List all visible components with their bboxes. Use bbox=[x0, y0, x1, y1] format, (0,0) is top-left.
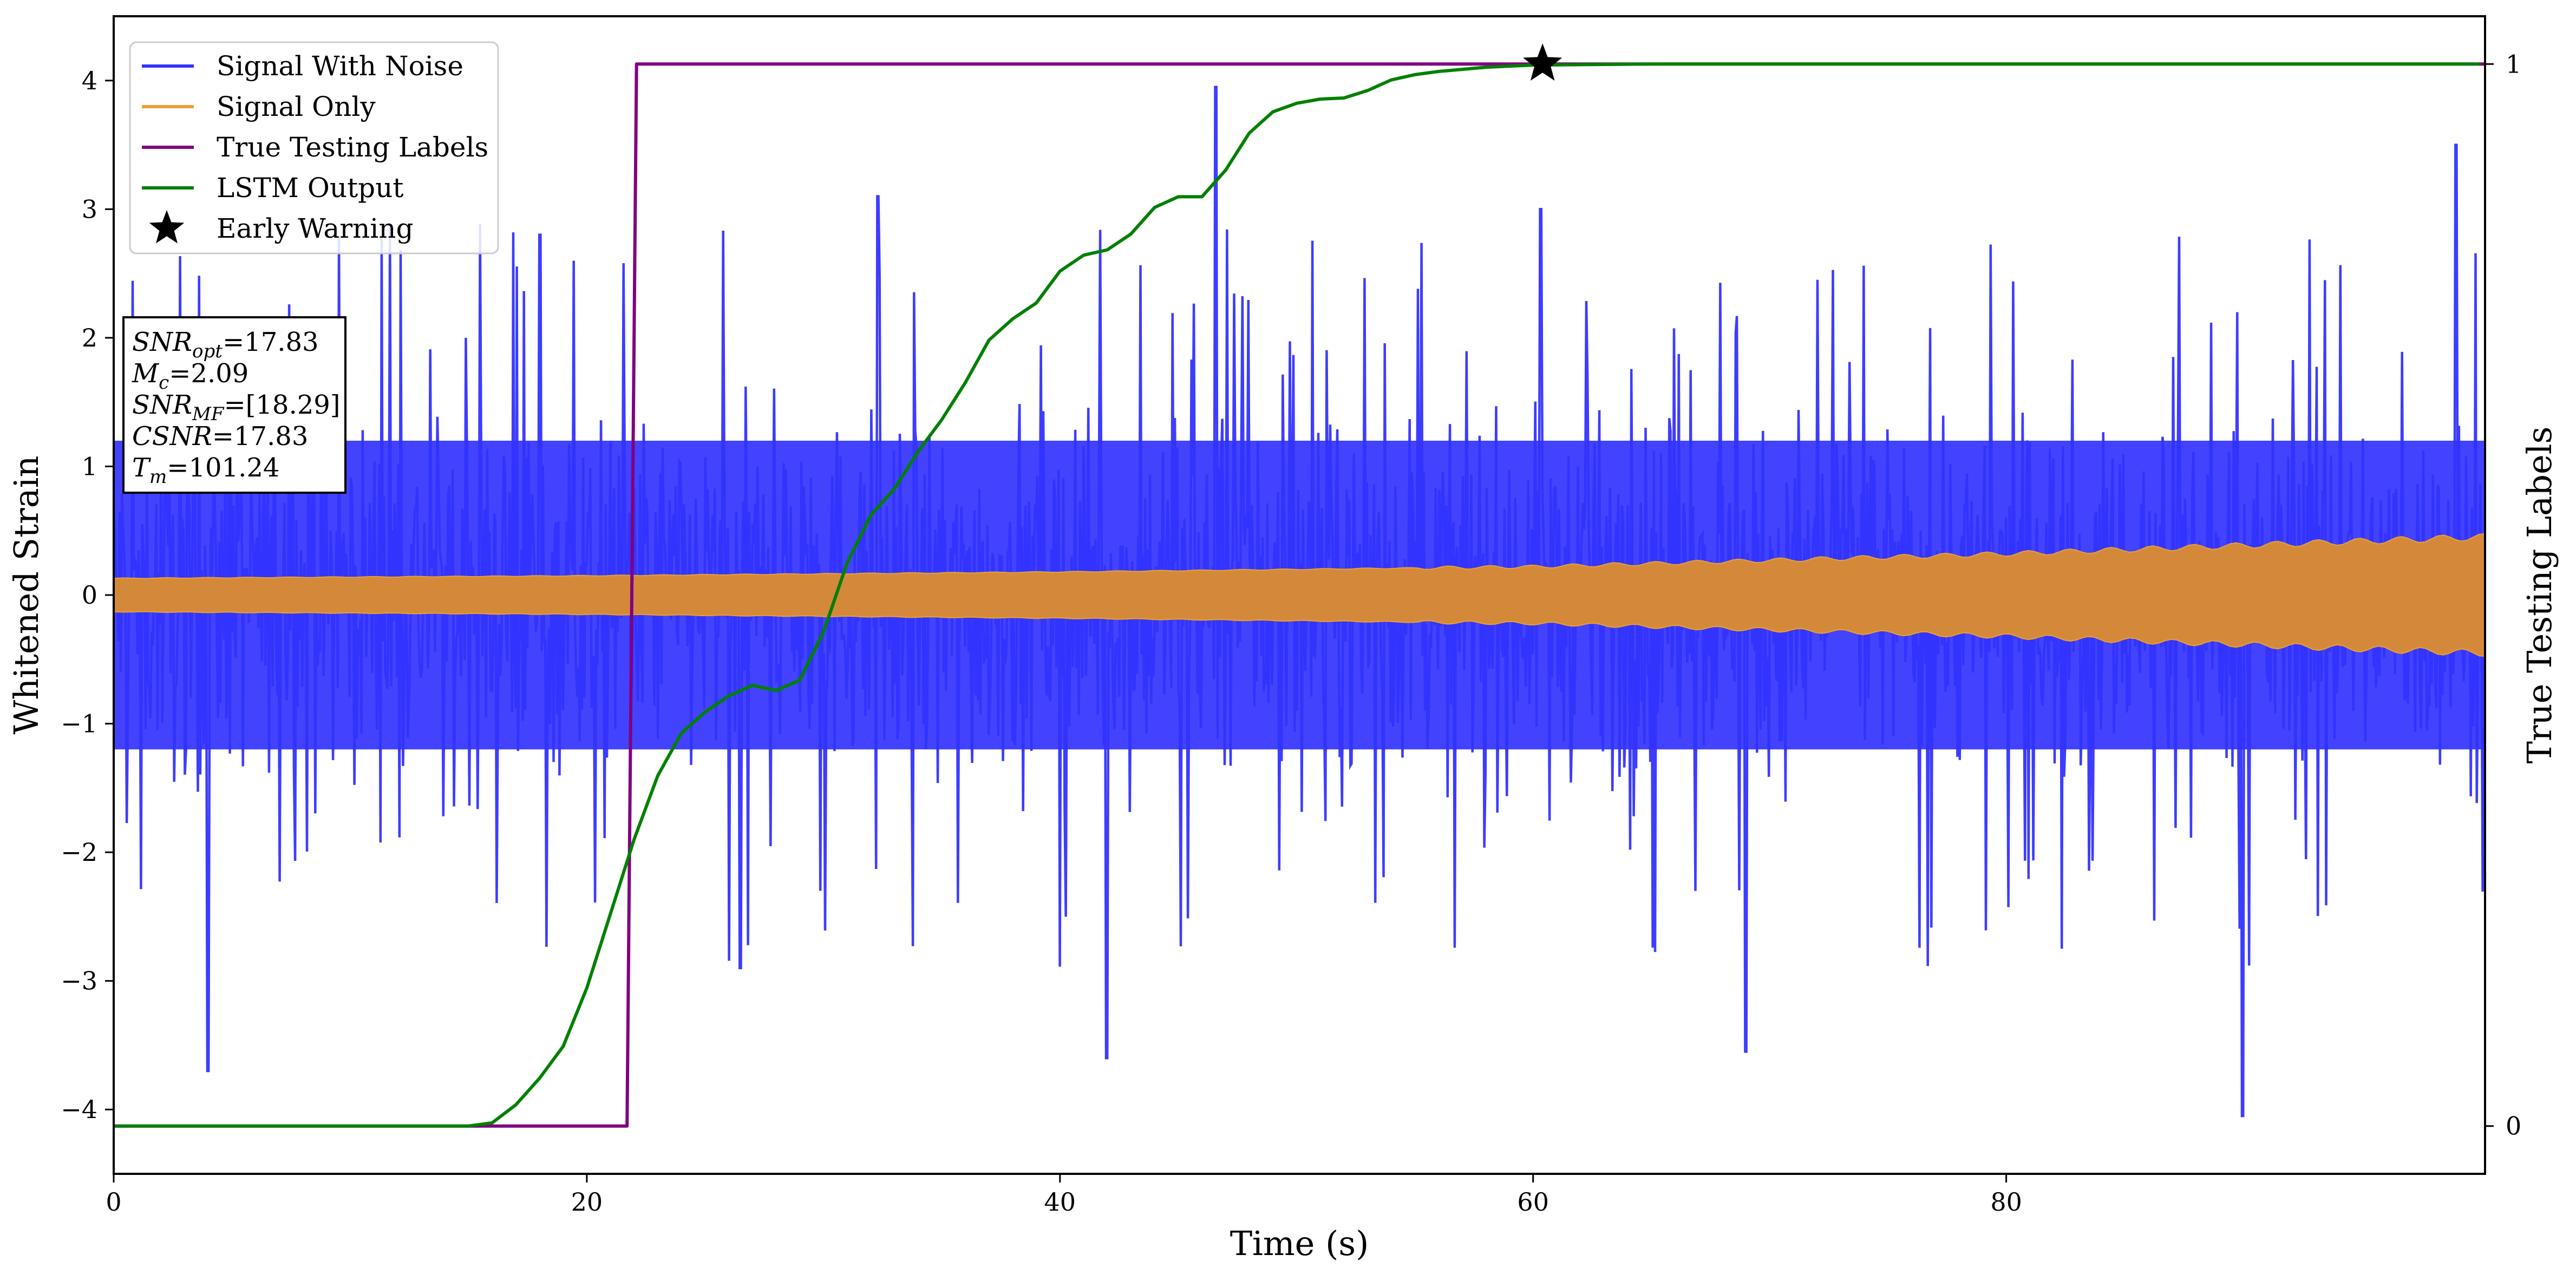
x-tick-label: 20 bbox=[571, 1187, 603, 1217]
info-line: Mc=2.09 bbox=[132, 358, 249, 394]
legend-box bbox=[129, 41, 499, 254]
y-tick-label: 1 bbox=[82, 452, 97, 481]
y-tick-label: 3 bbox=[82, 194, 97, 224]
x-tick-label: 40 bbox=[1044, 1187, 1076, 1217]
x-tick-label: 80 bbox=[1990, 1187, 2022, 1217]
y-axis-label: Whitened Strain bbox=[6, 456, 46, 735]
x-axis-label: Time (s) bbox=[1230, 1224, 1369, 1263]
y-tick-label: 2 bbox=[82, 323, 97, 352]
legend-entry: True Testing Labels bbox=[217, 132, 488, 163]
info-line: CSNR=17.83 bbox=[132, 421, 308, 452]
y-tick-label: 4 bbox=[82, 66, 97, 95]
legend-entry: LSTM Output bbox=[217, 172, 403, 204]
legend-entry: Signal Only bbox=[217, 91, 376, 122]
legend-entry: Early Warning bbox=[217, 213, 414, 244]
legend: Signal With Noise Signal Only True Testing… bbox=[129, 41, 499, 254]
y2-axis-label: True Testing Labels bbox=[2520, 427, 2559, 764]
lstm-output-line bbox=[114, 62, 2480, 1128]
y2-tick-label: 0 bbox=[2506, 1112, 2521, 1141]
y-tick-label: 0 bbox=[82, 580, 97, 610]
signal-only-envelope bbox=[114, 533, 2485, 657]
y-tick-label: −4 bbox=[61, 1095, 97, 1124]
info-line: SNRopt=17.83 bbox=[132, 327, 319, 362]
plot-area bbox=[114, 62, 2485, 1128]
y-tick-label: −1 bbox=[61, 709, 97, 739]
info-line: SNRMF=[18.29] bbox=[132, 390, 341, 425]
y-tick-label: −2 bbox=[61, 838, 97, 867]
early-warning-marker bbox=[1523, 43, 1562, 81]
legend-entry: Signal With Noise bbox=[217, 50, 463, 82]
info-box-frame bbox=[122, 316, 346, 494]
legend-star-icon bbox=[149, 210, 185, 244]
y2-tick-label: 1 bbox=[2506, 49, 2521, 79]
info-box: SNRopt=17.83Mc=2.09SNRMF=[18.29]CSNR=17.… bbox=[122, 316, 346, 494]
info-line: Tm=101.24 bbox=[132, 453, 279, 488]
x-tick-label: 0 bbox=[106, 1187, 121, 1217]
y-tick-label: −3 bbox=[61, 966, 97, 996]
x-tick-label: 60 bbox=[1517, 1187, 1549, 1217]
